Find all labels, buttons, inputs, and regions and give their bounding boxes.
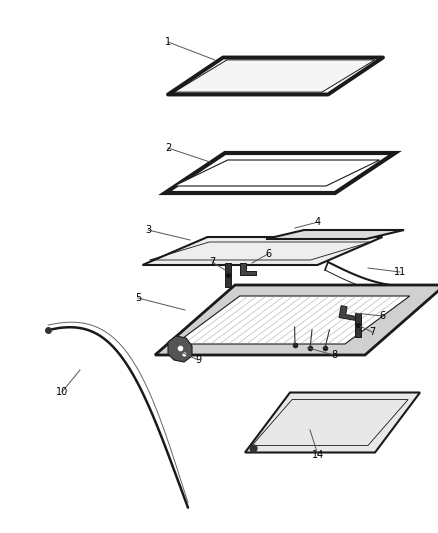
Text: 7: 7 <box>209 257 215 267</box>
Text: 11: 11 <box>394 267 406 277</box>
Text: 4: 4 <box>315 217 321 227</box>
Text: 3: 3 <box>145 225 151 235</box>
Polygon shape <box>175 296 410 344</box>
Polygon shape <box>339 306 356 320</box>
Polygon shape <box>266 230 404 239</box>
Polygon shape <box>142 237 382 265</box>
Text: 14: 14 <box>312 450 324 460</box>
Polygon shape <box>155 285 438 355</box>
Text: 6: 6 <box>379 311 385 321</box>
Polygon shape <box>225 263 231 287</box>
Polygon shape <box>168 336 192 362</box>
Polygon shape <box>245 392 420 453</box>
Text: 6: 6 <box>265 249 271 259</box>
Polygon shape <box>240 263 256 275</box>
Text: 2: 2 <box>165 143 171 153</box>
Text: 7: 7 <box>369 327 375 337</box>
Polygon shape <box>355 313 361 337</box>
Text: 5: 5 <box>135 293 141 303</box>
Text: 9: 9 <box>195 355 201 365</box>
Polygon shape <box>174 160 380 186</box>
Polygon shape <box>165 153 395 193</box>
Text: 8: 8 <box>331 350 337 360</box>
Polygon shape <box>168 58 383 94</box>
Text: 1: 1 <box>165 37 171 47</box>
Text: 10: 10 <box>56 387 68 397</box>
